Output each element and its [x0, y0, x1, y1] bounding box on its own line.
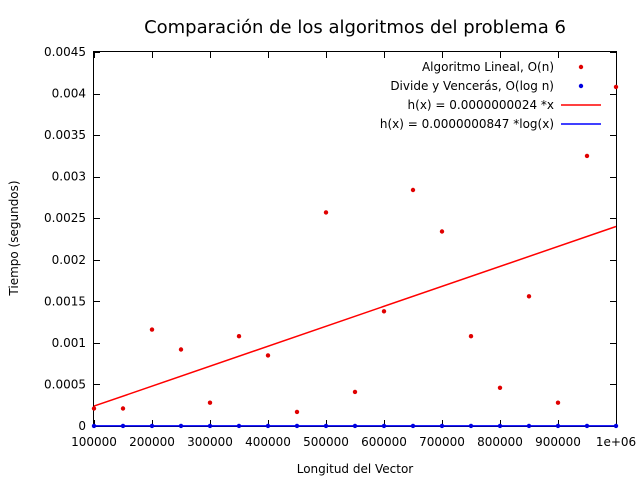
data-point-series-0: [265, 353, 271, 358]
y-tick-label: 0.003: [52, 170, 86, 184]
plot-area: [91, 84, 619, 429]
data-point-series-1: [265, 423, 271, 429]
legend-marker-point: [578, 83, 584, 89]
x-axis: 100000 200000 300000 400000 500000 600000 7000…: [71, 52, 636, 449]
data-point-series-0: [149, 327, 155, 332]
data-point-series-1: [236, 423, 242, 429]
data-point-series-1: [526, 423, 532, 429]
x-tick-label: 100000: [71, 435, 117, 449]
y-tick-label: 0.0025: [44, 211, 86, 225]
data-point-series-1: [352, 423, 358, 429]
x-tick-label: 700000: [419, 435, 465, 449]
data-point-series-1: [294, 423, 300, 429]
x-tick-label: 800000: [477, 435, 523, 449]
data-point-series-0: [410, 187, 416, 193]
x-tick-label: 500000: [303, 435, 349, 449]
data-point-series-0: [236, 334, 242, 339]
legend-entry-label: Algoritmo Lineal, O(n): [422, 60, 554, 74]
y-tick-label: 0.001: [52, 336, 86, 350]
data-point-series-1: [91, 423, 97, 429]
data-point-series-1: [439, 423, 445, 429]
data-point-series-1: [207, 423, 213, 429]
legend-entry-label: h(x) = 0.0000000024 *x: [408, 98, 554, 112]
y-tick-label: 0.002: [52, 253, 86, 267]
data-point-series-0: [294, 409, 300, 415]
series-line-2: [93, 225, 617, 407]
x-tick-label: 600000: [361, 435, 407, 449]
x-tick-label: 400000: [245, 435, 291, 449]
y-tick-label: 0.0015: [44, 294, 86, 308]
data-point-series-0: [91, 406, 97, 411]
data-point-series-1: [613, 423, 619, 429]
data-point-series-1: [149, 423, 155, 429]
data-point-series-0: [468, 334, 474, 339]
y-tick-label: 0.0005: [44, 377, 86, 391]
data-point-series-1: [381, 423, 387, 429]
data-point-series-1: [120, 423, 126, 429]
data-point-series-0: [439, 229, 445, 234]
data-point-series-0: [555, 400, 561, 405]
x-axis-label: Longitud del Vector: [297, 462, 414, 476]
data-point-series-0: [526, 294, 532, 299]
data-point-series-0: [497, 385, 503, 390]
y-tick-label: 0.0035: [44, 128, 86, 142]
legend-marker-point: [578, 64, 584, 70]
y-tick-label: 0.004: [52, 87, 86, 101]
data-point-series-0: [381, 309, 387, 314]
data-point-series-1: [410, 423, 416, 429]
data-point-series-1: [468, 423, 474, 429]
y-axis: 0 0.0005 0.001 0.0015 0.002 0.0025 0.003 0.0035…: [44, 45, 616, 433]
data-point-series-1: [497, 423, 503, 429]
data-point-series-0: [178, 347, 184, 352]
data-point-series-0: [323, 210, 329, 215]
legend-entry-label: h(x) = 0.0000000847 *log(x): [380, 117, 554, 131]
x-tick-label: 1e+06: [596, 435, 636, 449]
data-point-series-1: [323, 423, 329, 429]
y-tick-label: 0: [78, 419, 86, 433]
data-point-series-1: [178, 423, 184, 429]
x-tick-label: 200000: [129, 435, 175, 449]
data-point-series-0: [584, 153, 590, 159]
chart-title: Comparación de los algoritmos del proble…: [144, 17, 566, 38]
data-point-series-0: [352, 389, 358, 395]
y-axis-label: Tiempo (segundos): [7, 180, 21, 296]
x-tick-label: 300000: [187, 435, 233, 449]
data-point-series-1: [555, 423, 561, 429]
legend: Algoritmo Lineal, O(n) Divide y Vencerás,…: [380, 60, 601, 131]
data-point-series-0: [120, 406, 126, 411]
y-tick-label: 0.0045: [44, 45, 86, 59]
data-point-series-0: [207, 400, 213, 405]
data-point-series-0: [613, 84, 619, 90]
x-tick-label: 900000: [535, 435, 581, 449]
data-point-series-1: [584, 423, 590, 429]
legend-entry-label: Divide y Vencerás, O(log n): [390, 79, 554, 93]
